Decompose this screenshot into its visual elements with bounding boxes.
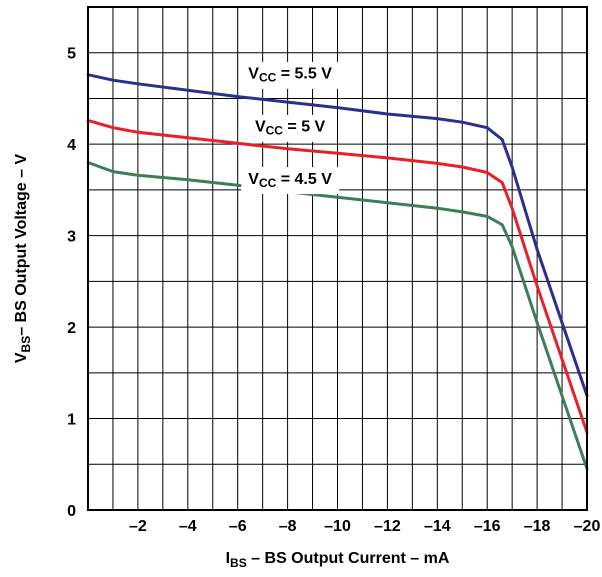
- series-label-background: [241, 61, 340, 89]
- series-label-sub: CC: [259, 71, 277, 85]
- plot-frame: [87, 6, 588, 511]
- x-tick-label: –4: [179, 518, 197, 535]
- x-tick-label: –6: [229, 518, 247, 535]
- y-tick-label: 4: [67, 137, 76, 154]
- series-label-3: VCC = 4.5 V: [241, 167, 340, 195]
- series-label-rest: = 4.5 V: [276, 171, 332, 188]
- x-tick-label: –12: [374, 518, 401, 535]
- x-tick-label: –8: [279, 518, 297, 535]
- y-axis-label-rest: – BS Output Voltage – V: [13, 154, 30, 336]
- series-label-text: VCC = 4.5 V: [248, 171, 332, 190]
- series-label-main: V: [255, 119, 266, 136]
- series-line-2: [86, 118, 589, 434]
- x-axis-label-rest: – BS Output Current – mA: [247, 550, 450, 567]
- x-tick-label: –2: [129, 518, 147, 535]
- series-line-1: [86, 73, 589, 398]
- series-label-rest: = 5 V: [283, 119, 326, 136]
- series-label-rest: = 5.5 V: [276, 66, 332, 83]
- x-tick-label: –14: [424, 518, 451, 535]
- series-line-3: [86, 161, 589, 471]
- series-label-background: [241, 167, 340, 195]
- x-tick-labels: –2 –4 –6 –8 –10 –12 –14 –16 –18 –20: [129, 518, 600, 535]
- series-label-background: [247, 114, 333, 142]
- series-label-text: VCC = 5 V: [255, 119, 326, 138]
- x-tick-label: –20: [574, 518, 601, 535]
- series-label-text: VCC = 5.5 V: [248, 66, 332, 85]
- y-axis-label: VBS– BS Output Voltage – V: [13, 154, 33, 364]
- y-tick-label: 2: [67, 320, 76, 337]
- series-label-2: VCC = 5 V: [247, 114, 333, 142]
- series-lines: [86, 73, 589, 471]
- series-label-sub: CC: [266, 124, 284, 138]
- x-axis-label-sub: BS: [230, 556, 247, 570]
- x-tick-label: –10: [324, 518, 351, 535]
- y-axis-label-main: V: [13, 352, 30, 363]
- series-label-main: V: [248, 66, 259, 83]
- x-tick-label: –18: [524, 518, 551, 535]
- y-axis-label-sub: BS: [19, 336, 33, 353]
- series-label-1: VCC = 5.5 V: [241, 61, 340, 89]
- vertical-grid-lines: [112, 7, 563, 510]
- y-tick-label: 0: [67, 503, 76, 520]
- series-label-main: V: [248, 171, 259, 188]
- x-axis-label: IBS – BS Output Current – mA: [226, 550, 450, 570]
- y-tick-label: 3: [67, 229, 76, 246]
- series-label-sub: CC: [259, 176, 277, 190]
- horizontal-grid-lines: [88, 52, 587, 465]
- x-axis-label-main: I: [226, 550, 230, 567]
- y-tick-labels: 0 1 2 3 4 5: [67, 46, 76, 520]
- y-tick-label: 5: [67, 46, 76, 63]
- y-tick-label: 1: [67, 412, 76, 429]
- x-tick-label: –16: [474, 518, 501, 535]
